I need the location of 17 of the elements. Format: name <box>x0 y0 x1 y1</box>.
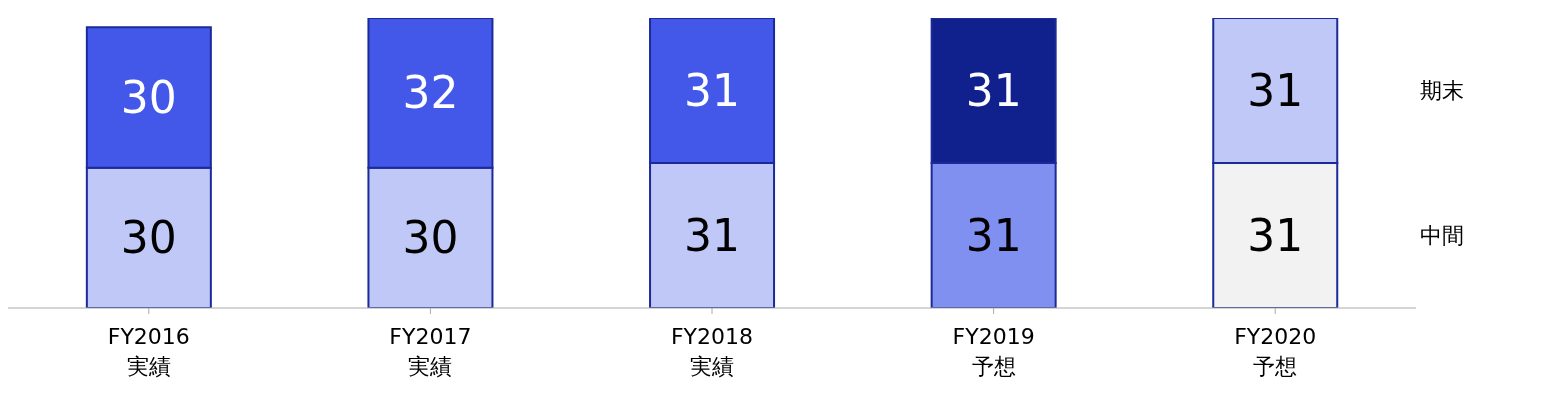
x-tick-label: FY2018 実績 <box>670 324 754 379</box>
data-label: 31 <box>1247 65 1304 116</box>
data-label: 30 <box>402 212 459 264</box>
data-label: 31 <box>965 65 1022 116</box>
data-label: 31 <box>1247 210 1304 261</box>
data-label: 31 <box>684 210 741 261</box>
text: 中間 <box>1420 223 1465 248</box>
data-label: 30 <box>120 212 177 264</box>
data-label: 30 <box>120 72 177 124</box>
data-label: 31 <box>965 210 1022 261</box>
x-tick-label: FY2017 実績 <box>389 324 472 379</box>
data-label: 31 <box>684 65 741 116</box>
text: 期末 <box>1420 78 1465 103</box>
data-label: 32 <box>402 67 459 119</box>
x-tick-label: FY2020 予想 <box>1234 324 1317 379</box>
x-tick-label: FY2016 実績 <box>107 324 190 379</box>
x-tick-label: FY2019 予想 <box>952 324 1035 379</box>
